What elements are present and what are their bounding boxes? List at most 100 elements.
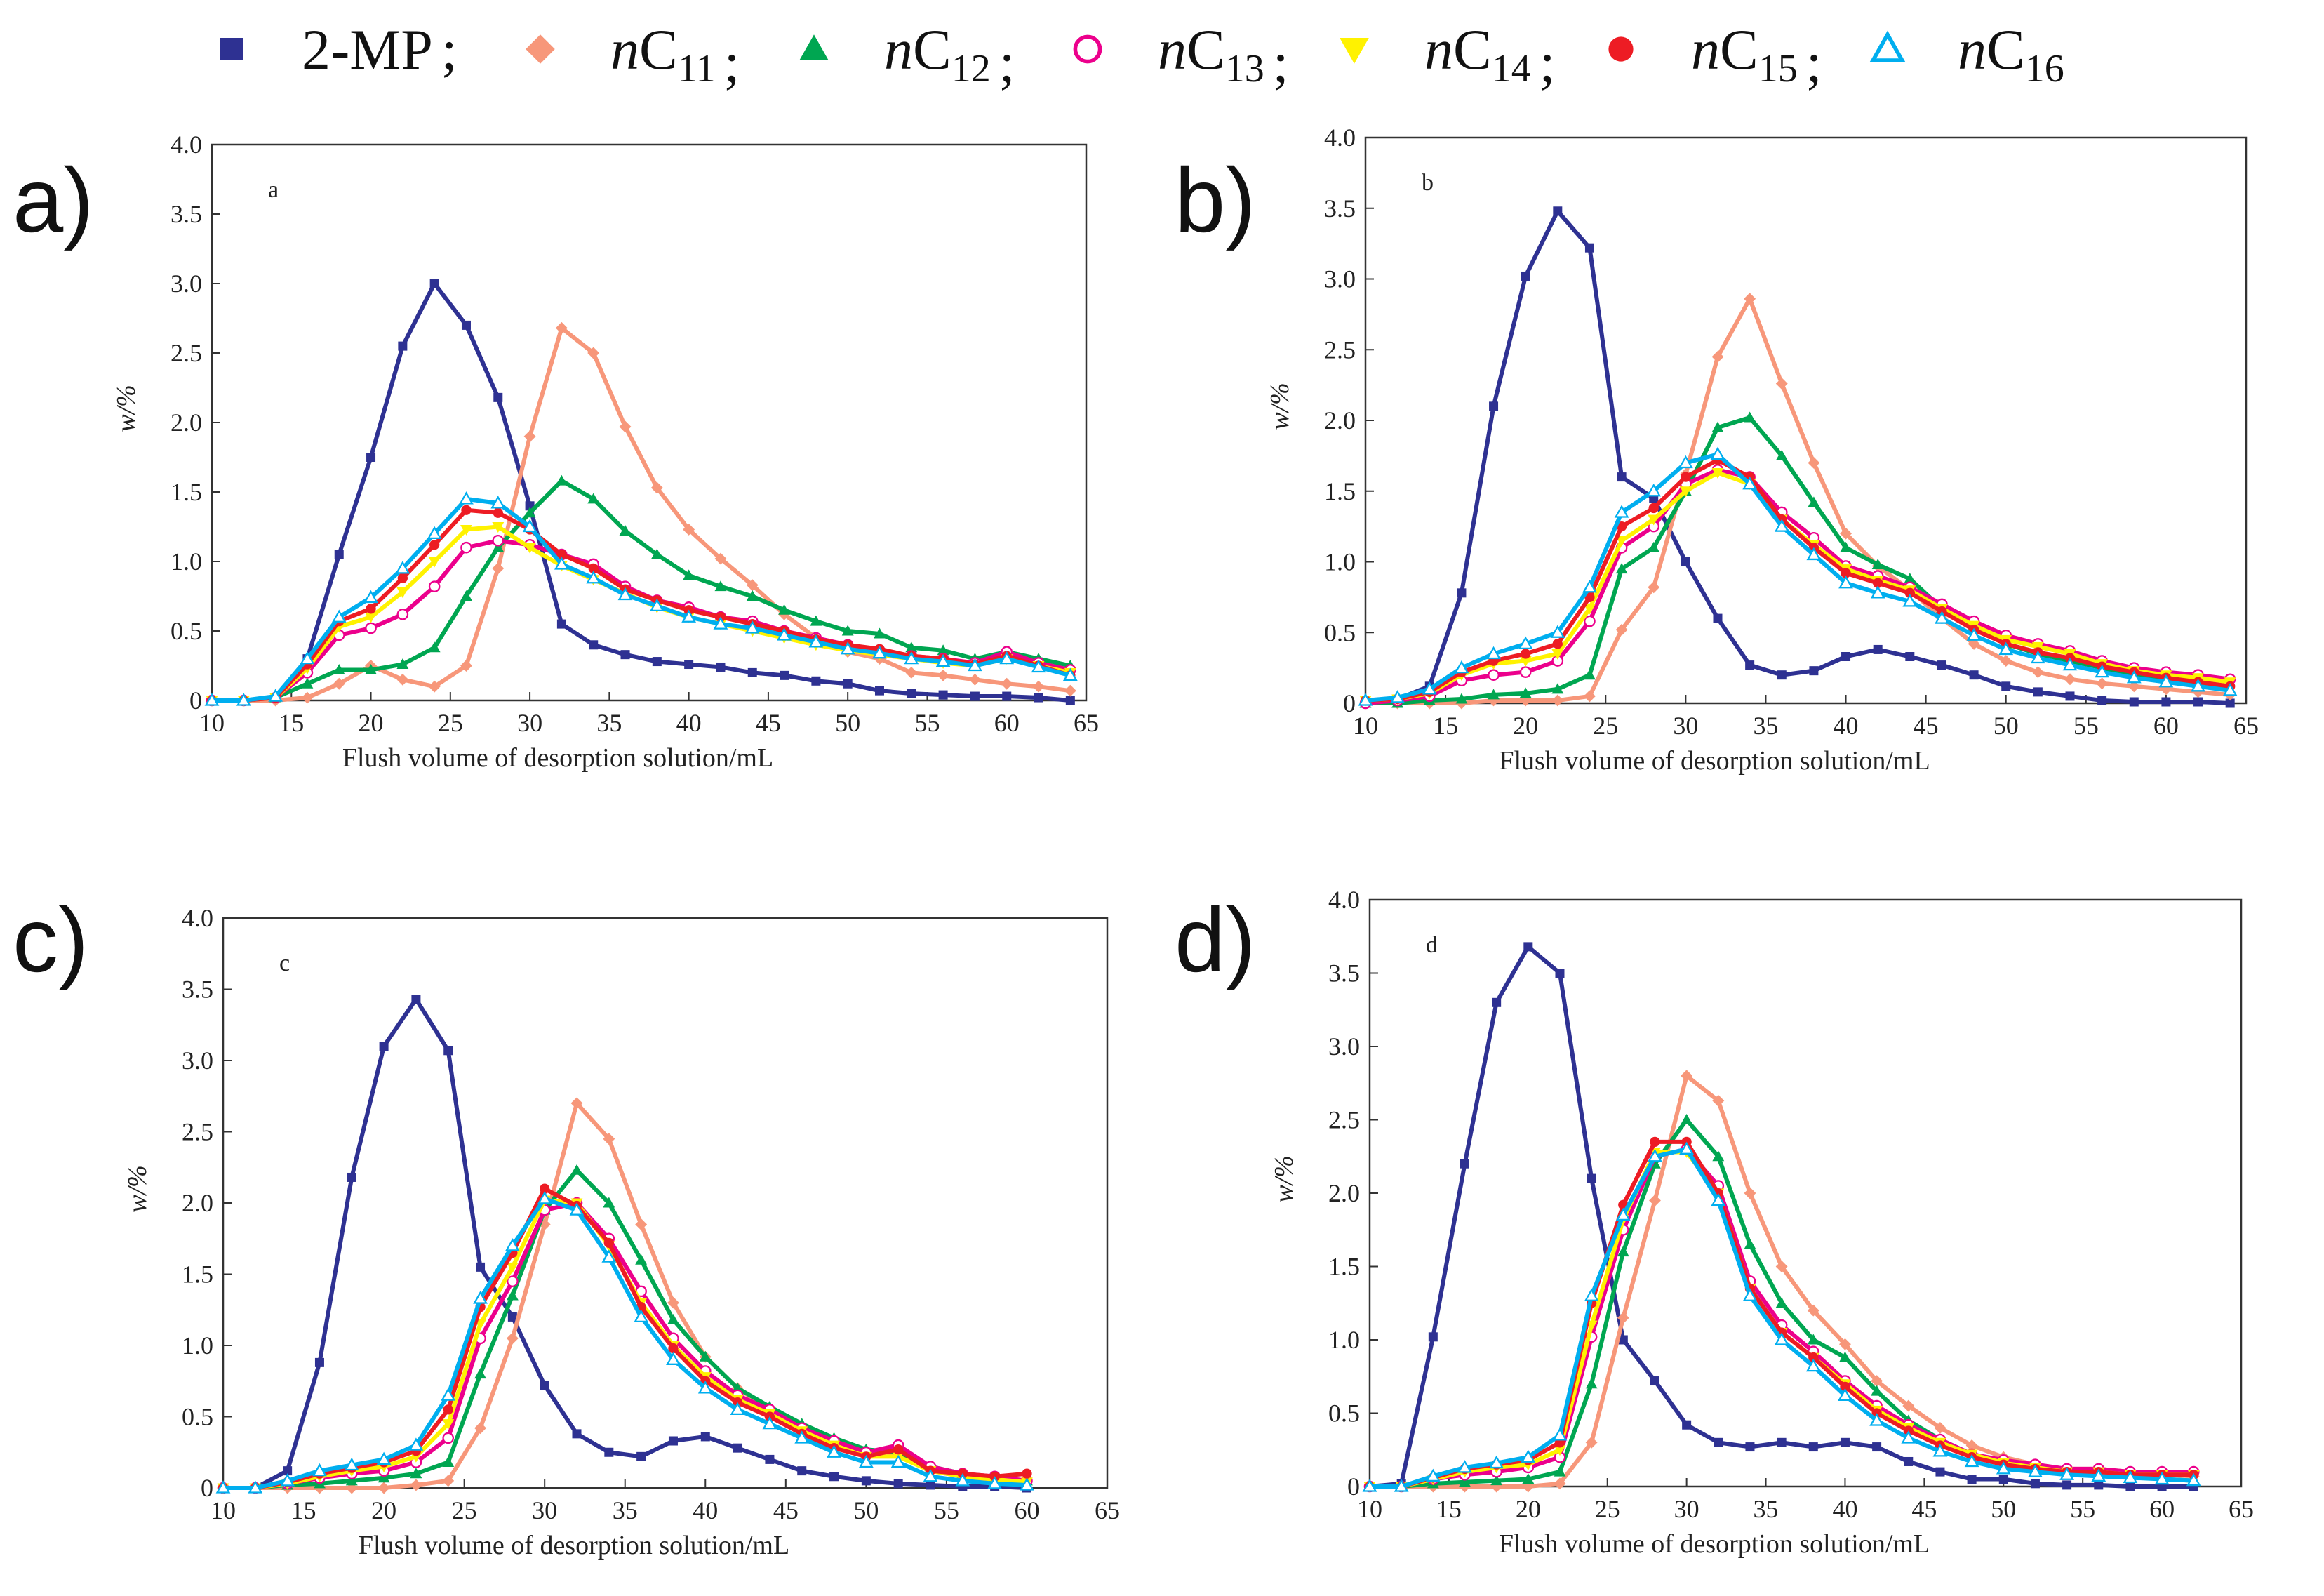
- data-point-nc15: [1552, 639, 1563, 649]
- series-nc12: [206, 474, 1076, 705]
- data-point-2-mp: [652, 657, 662, 667]
- data-point-nc16: [2186, 1472, 2201, 1487]
- x-tick-label: 35: [1754, 1495, 1779, 1523]
- data-point-nc16: [2123, 1470, 2138, 1484]
- data-point-nc16: [1901, 1430, 1916, 1444]
- data-point-nc11: [1871, 1375, 1883, 1387]
- data-point-nc16: [268, 689, 283, 702]
- data-point-nc16: [1774, 519, 1789, 532]
- data-point-2-mp: [716, 662, 726, 672]
- data-point-nc16: [473, 1291, 488, 1304]
- series-line-2-mp: [1369, 944, 2194, 1489]
- data-point-nc11: [1551, 694, 1564, 707]
- x-tick-label: 15: [279, 709, 304, 737]
- data-point-nc16: [490, 496, 506, 509]
- data-point-nc11: [538, 1218, 551, 1230]
- data-point-nc15: [366, 604, 376, 614]
- y-tick-label: 3.0: [171, 270, 202, 298]
- data-point-nc11: [1615, 623, 1628, 636]
- data-point-nc12: [365, 663, 377, 674]
- series-2-mp: [1365, 942, 2198, 1491]
- legend-label: 2-MP;: [302, 18, 458, 81]
- legend-marker-2-mp: [220, 38, 243, 60]
- y-tick-label: 3.5: [1324, 194, 1356, 222]
- series-2-mp: [1361, 206, 2235, 708]
- y-axis: 0 0.5 1.0 1.5 2.0 2.5 3.0 3.5 4.0: [182, 904, 232, 1502]
- data-point-nc16: [2191, 679, 2205, 692]
- data-point-nc15: [397, 573, 408, 583]
- data-point-2-mp: [1523, 942, 1533, 952]
- data-point-2-mp: [1840, 1437, 1850, 1447]
- data-point-nc16: [1394, 1479, 1409, 1492]
- data-point-nc16: [649, 598, 665, 611]
- data-point-nc12: [874, 627, 886, 639]
- data-point-nc14: [492, 522, 505, 533]
- data-point-nc16: [1550, 625, 1565, 638]
- x-tick-label: 35: [596, 709, 622, 737]
- y-tick-label: 2.0: [1328, 1179, 1360, 1207]
- data-point-nc16: [923, 1468, 938, 1482]
- data-point-nc16: [2059, 1467, 2074, 1480]
- data-point-nc12: [1871, 559, 1884, 570]
- data-point-2-mp: [347, 1172, 356, 1182]
- data-point-2-mp: [684, 660, 694, 670]
- data-point-nc16: [215, 1480, 231, 1494]
- data-point-nc13: [428, 580, 441, 592]
- y-tick-label: 4.0: [171, 131, 202, 159]
- series-nc12: [217, 1164, 1033, 1493]
- series-nc11: [217, 1097, 1033, 1494]
- x-tick-label: 25: [452, 1496, 477, 1524]
- x-tick-label: 50: [835, 709, 860, 737]
- data-point-nc12: [1807, 1334, 1819, 1345]
- data-point-nc12: [841, 625, 854, 636]
- data-point-nc11: [937, 669, 949, 681]
- data-point-nc14: [1551, 649, 1564, 660]
- data-point-2-mp: [1521, 271, 1530, 281]
- data-point-nc12: [1615, 563, 1628, 574]
- data-point-nc16: [537, 1191, 552, 1204]
- data-point-nc11: [1712, 1094, 1725, 1107]
- series-line-2-mp: [1365, 208, 2231, 705]
- data-point-2-mp: [1872, 1442, 1882, 1452]
- data-point-2-mp: [970, 691, 980, 701]
- data-point-nc13: [396, 608, 409, 620]
- y-tick-label: 3.5: [182, 976, 213, 1004]
- data-point-nc12: [619, 524, 632, 536]
- chart-plot: b 10 15 20 25 30 35 40 45 50 55 60 65 0 0.5 1.0 1.5 2.0 2.…: [1265, 124, 2259, 776]
- series-line-2-mp: [212, 281, 1071, 703]
- data-point-nc12: [1455, 693, 1468, 704]
- data-point-2-mp: [1492, 997, 1502, 1007]
- data-point-nc11: [714, 552, 727, 565]
- data-point-2-mp: [366, 453, 376, 462]
- data-point-nc12: [1744, 411, 1756, 423]
- data-point-nc11: [442, 1475, 455, 1487]
- data-point-nc15: [588, 563, 599, 574]
- data-point-nc12: [650, 548, 663, 559]
- data-point-2-mp: [2125, 1482, 2135, 1491]
- data-point-2-mp: [1553, 206, 1563, 216]
- legend-label: nC12;: [884, 18, 1015, 94]
- data-point-nc12: [699, 1350, 712, 1362]
- data-point-nc11: [1775, 1261, 1788, 1272]
- data-point-nc11: [1585, 1436, 1598, 1449]
- data-point-nc12: [555, 474, 568, 486]
- data-point-nc16: [1390, 690, 1405, 703]
- data-point-nc12: [506, 1289, 519, 1301]
- data-point-2-mp: [1065, 696, 1075, 705]
- inner-panel-label: c: [279, 950, 290, 976]
- series-nc15: [1360, 455, 2236, 706]
- data-point-nc11: [683, 524, 695, 536]
- data-point-nc16: [617, 587, 633, 601]
- data-point-2-mp: [2161, 697, 2171, 707]
- data-point-nc13: [507, 1275, 519, 1287]
- data-point-nc12: [714, 580, 727, 592]
- data-point-nc11: [1934, 1421, 1946, 1434]
- data-point-2-mp: [1937, 660, 1946, 670]
- data-point-nc12: [301, 677, 314, 689]
- legend-item-nc13: nC13;: [1073, 18, 1289, 94]
- data-point-nc16: [1870, 585, 1885, 599]
- data-point-2-mp: [1777, 1437, 1787, 1447]
- data-point-nc12: [378, 1472, 390, 1483]
- data-point-nc14: [442, 1419, 455, 1430]
- series-nc11: [1363, 1070, 2200, 1493]
